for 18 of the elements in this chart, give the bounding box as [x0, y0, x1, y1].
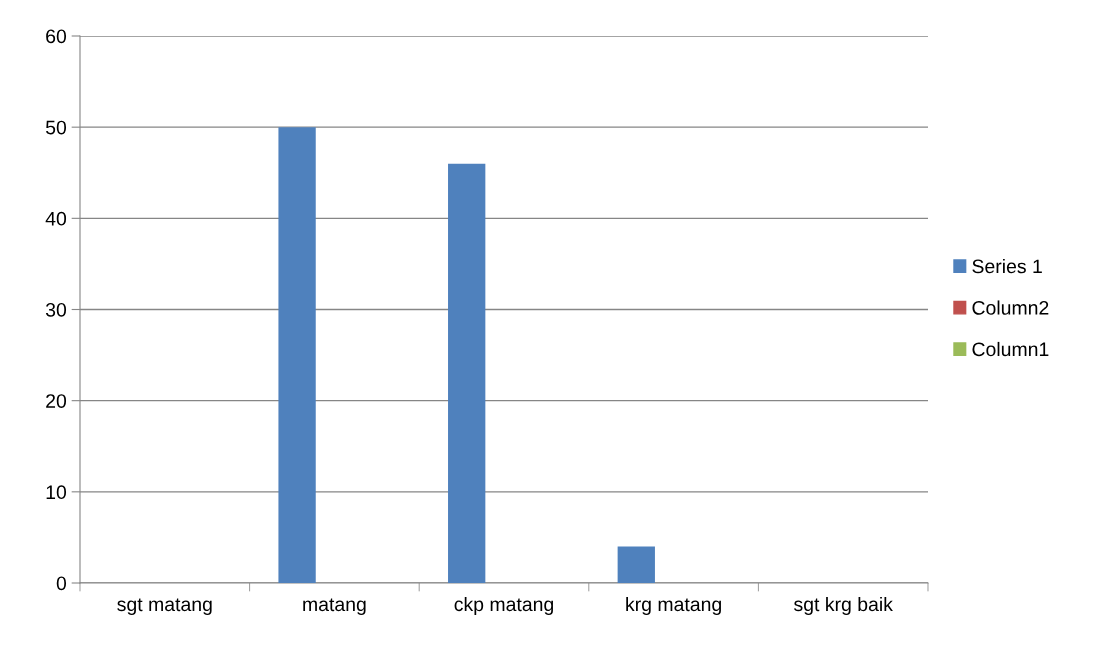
y-tick-label: 0: [56, 576, 67, 591]
bar: [448, 163, 486, 583]
y-tick-label: 60: [46, 29, 67, 44]
y-tick-label: 40: [45, 211, 67, 226]
legend-label: Column2: [972, 300, 1049, 315]
x-tick-label: matang: [303, 598, 366, 616]
x-tick-label: ckp matang: [454, 596, 554, 616]
x-tick-label: krg matang: [626, 596, 721, 616]
legend-label: Column1: [972, 341, 1049, 357]
bar: [278, 127, 316, 583]
bar: [617, 546, 655, 583]
x-tick-label: sgt krg baik: [794, 596, 893, 616]
x-tick-label: sgt matang: [117, 598, 212, 616]
y-tick-label: 20: [46, 394, 67, 408]
y-tick-label: 30: [45, 302, 67, 317]
legend-label: Series 1: [972, 258, 1042, 274]
y-tick-label: 10: [46, 485, 67, 500]
y-tick-label: 50: [45, 120, 67, 135]
